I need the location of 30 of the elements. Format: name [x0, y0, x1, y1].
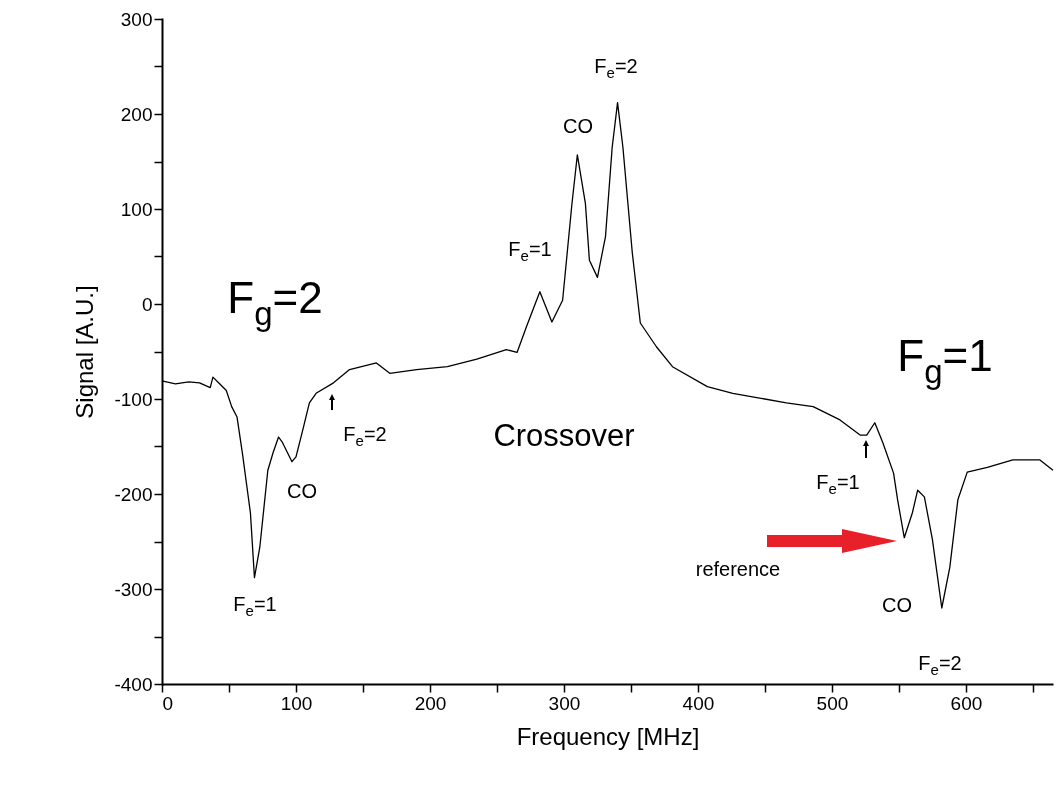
annotation: CO [882, 594, 912, 616]
y-tick-label: -300 [114, 578, 153, 600]
x-axis-title: Frequency [MHz] [516, 722, 700, 750]
annotation: F$_{e}$=2 [594, 55, 638, 82]
annotation: F$_{e}$=2 [918, 652, 962, 679]
annotation: F$_{e}$=1 [508, 238, 552, 265]
annotation: F$_{g}$=1 [897, 331, 993, 390]
y-tick-label: -100 [114, 388, 153, 410]
annotation: F$_{e}$=1 [816, 471, 860, 498]
annotation: F$_{e}$=1 [233, 593, 277, 620]
y-tick-label: 0 [141, 293, 153, 315]
y-tick-label: 300 [120, 8, 153, 30]
y-tick-label: -200 [114, 483, 153, 505]
annotation: F$_{g}$=2 [227, 273, 323, 332]
y-axis-title: Signal [A.U.] [71, 285, 99, 419]
x-tick-label: 100 [280, 692, 313, 714]
annotation: CO [287, 480, 317, 502]
x-tick-label: 500 [816, 692, 849, 714]
x-tick-label: 0 [162, 692, 174, 714]
x-tick-label: 300 [548, 692, 581, 714]
x-tick-label: 400 [682, 692, 715, 714]
annotation: reference [695, 558, 781, 580]
x-tick-label: 600 [950, 692, 983, 714]
y-tick-label: 200 [120, 103, 153, 125]
x-tick-label: 200 [414, 692, 447, 714]
y-tick-label: -400 [114, 673, 153, 695]
annotation: Crossover [493, 418, 635, 453]
annotation: F$_{e}$=2 [343, 423, 387, 450]
annotation: CO [563, 115, 593, 137]
y-tick-label: 100 [120, 198, 153, 220]
